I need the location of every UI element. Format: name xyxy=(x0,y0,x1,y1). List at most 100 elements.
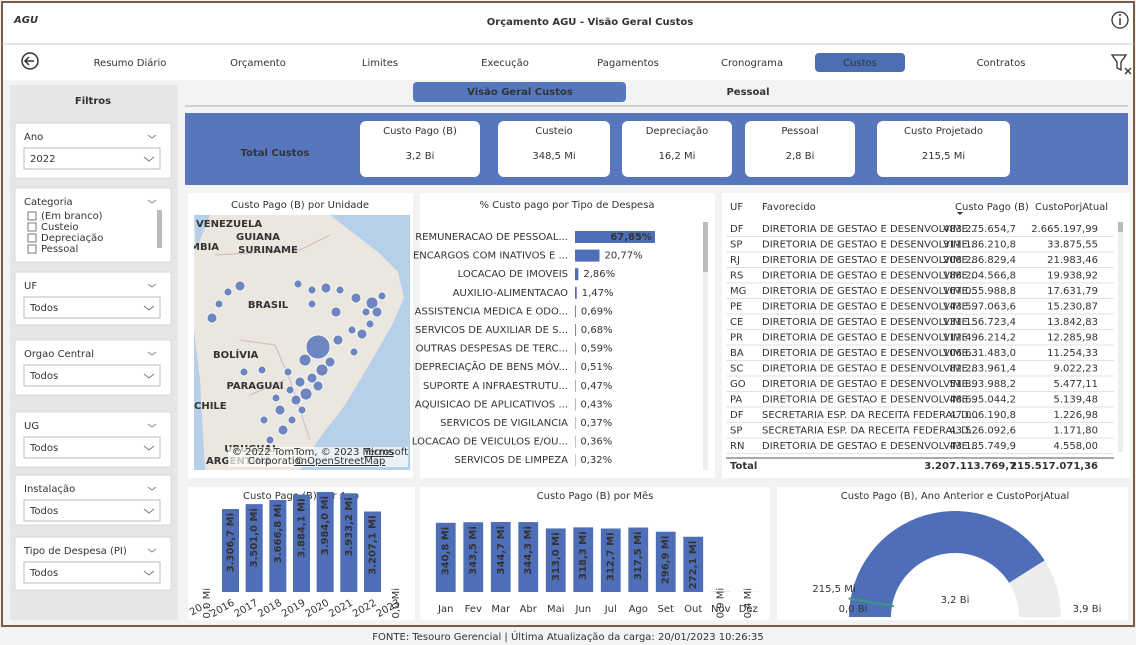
kpi-value: 16,2 Mi xyxy=(659,151,696,162)
category-label: REMUNERACAO DE PESSOAL... xyxy=(415,232,568,243)
map-place: BRASIL xyxy=(248,300,289,311)
table-cell: 5.477,11 xyxy=(1053,379,1098,390)
nav-tab[interactable]: Contratos xyxy=(977,58,1026,69)
kpi-label: Pessoal xyxy=(781,126,818,137)
map-bubble[interactable] xyxy=(224,288,232,296)
map-bubble[interactable] xyxy=(207,313,217,323)
table-cell: 1.171,80 xyxy=(1053,426,1098,437)
x-tick-label: Dez xyxy=(739,604,758,615)
table-total: 3.207.113.769,7 xyxy=(924,461,1016,472)
map-bubble[interactable] xyxy=(295,377,305,387)
map-bubble[interactable] xyxy=(284,368,292,376)
map[interactable] xyxy=(194,215,410,470)
table-cell: 15.230,87 xyxy=(1047,302,1098,313)
map-bubble[interactable] xyxy=(331,307,341,317)
map-bubble[interactable] xyxy=(336,286,344,294)
table-cell: 19.938,92 xyxy=(1047,271,1098,282)
checkbox[interactable] xyxy=(28,245,36,253)
map-bubble[interactable] xyxy=(235,281,245,291)
map-place: CHILE xyxy=(194,401,227,412)
checkbox[interactable] xyxy=(28,212,36,220)
map-bubble[interactable] xyxy=(258,366,266,374)
table-header: Custo Pago (B) xyxy=(955,202,1029,213)
nav-tab[interactable]: Cronograma xyxy=(721,58,783,69)
map-bubble[interactable] xyxy=(278,425,288,435)
map-bubble[interactable] xyxy=(357,329,367,339)
nav-tab[interactable]: Orçamento xyxy=(230,58,286,69)
map-bubble[interactable] xyxy=(378,292,386,300)
map-bubble[interactable] xyxy=(350,348,358,356)
filter-value: Todos xyxy=(29,568,58,579)
value-label: 0,43% xyxy=(581,399,613,410)
checkbox[interactable] xyxy=(28,234,36,242)
nav-tab[interactable]: Custos xyxy=(843,58,877,69)
map-bubble[interactable] xyxy=(308,300,316,308)
bar xyxy=(575,250,599,262)
map-bubble[interactable] xyxy=(372,307,382,317)
table-cell: 1.226,98 xyxy=(1053,410,1098,421)
x-tick-label: Out xyxy=(684,604,702,615)
value-label: 3.666,8 Mi xyxy=(273,504,284,563)
map-bubble[interactable] xyxy=(333,335,343,345)
filter-option[interactable]: Pessoal xyxy=(41,244,78,255)
map-bubble[interactable] xyxy=(348,326,356,334)
map-link[interactable]: © OpenStreetMap xyxy=(294,456,385,467)
map-bubble[interactable] xyxy=(306,335,330,359)
table-cell: RN xyxy=(730,441,744,452)
filter-label: Tipo de Despesa (PI) xyxy=(23,546,127,557)
value-label: 0,36% xyxy=(580,437,612,448)
map-bubble[interactable] xyxy=(215,300,223,308)
value-label: 0,69% xyxy=(581,306,613,317)
map-place: VENEZUELA xyxy=(196,219,262,230)
nav-tab[interactable]: Limites xyxy=(362,58,398,69)
map-bubble[interactable] xyxy=(275,405,285,415)
subnav-tab[interactable]: Pessoal xyxy=(726,87,769,98)
filter-option[interactable]: (Em branco) xyxy=(41,211,103,222)
nav-tab[interactable]: Pagamentos xyxy=(597,58,659,69)
map-bubble[interactable] xyxy=(240,368,248,376)
map-bubble[interactable] xyxy=(294,280,302,288)
checkbox[interactable] xyxy=(28,223,36,231)
bar xyxy=(575,343,576,355)
subnav-tab[interactable]: Visão Geral Custos xyxy=(467,87,573,98)
filters-title: Filtros xyxy=(75,96,111,107)
nav-tab[interactable]: Resumo Diário xyxy=(94,57,167,69)
subnav-rule xyxy=(185,105,1128,107)
map-bubble[interactable] xyxy=(288,416,296,424)
filter-option[interactable]: Custeio xyxy=(41,222,79,233)
page-title: Orçamento AGU - Visão Geral Custos xyxy=(487,17,693,28)
filter-label: Categoria xyxy=(24,197,73,208)
table-cell: RS xyxy=(730,271,743,282)
map-bubble[interactable] xyxy=(286,386,294,394)
table-cell: GO xyxy=(730,379,746,390)
value-label: 296,9 Mi xyxy=(661,536,672,585)
table-total: Total xyxy=(730,461,757,472)
map-place: SURINAME xyxy=(238,245,298,256)
table-cell: DIRETORIA DE GESTAO E DESENVOLVIME... xyxy=(762,364,977,375)
table-cell: SC xyxy=(730,364,743,375)
map-bubble[interactable] xyxy=(351,293,361,303)
map-bubble[interactable] xyxy=(291,395,301,405)
map-bubble[interactable] xyxy=(299,354,311,366)
map-bubble[interactable] xyxy=(366,320,374,328)
map-bubble[interactable] xyxy=(321,283,331,293)
map-bubble[interactable] xyxy=(272,394,280,402)
map-bubble[interactable] xyxy=(316,364,328,376)
map-bubble[interactable] xyxy=(313,381,323,391)
map-bubble[interactable] xyxy=(260,416,268,424)
category-label: DEPRECIAÇÃO DE BENS MÓV... xyxy=(415,360,568,373)
map-bubble[interactable] xyxy=(362,308,370,316)
table-cell: 167.055.988,8 xyxy=(943,286,1016,297)
category-label: LOCACAO DE IMOVEIS xyxy=(458,269,568,280)
value-label: 0,32% xyxy=(580,455,612,466)
filter-option[interactable]: Depreciação xyxy=(41,233,103,244)
filter-label: UF xyxy=(24,281,37,292)
map-bubble[interactable] xyxy=(266,436,274,444)
table-cell: 17.631,79 xyxy=(1047,286,1098,297)
map-bubble[interactable] xyxy=(308,286,316,294)
value-label: 3.884,1 Mi xyxy=(297,499,308,558)
nav-tab[interactable]: Execução xyxy=(481,58,529,69)
table-header: Favorecido xyxy=(762,202,816,213)
map-bubble[interactable] xyxy=(298,406,306,414)
map-bubble[interactable] xyxy=(300,388,312,400)
